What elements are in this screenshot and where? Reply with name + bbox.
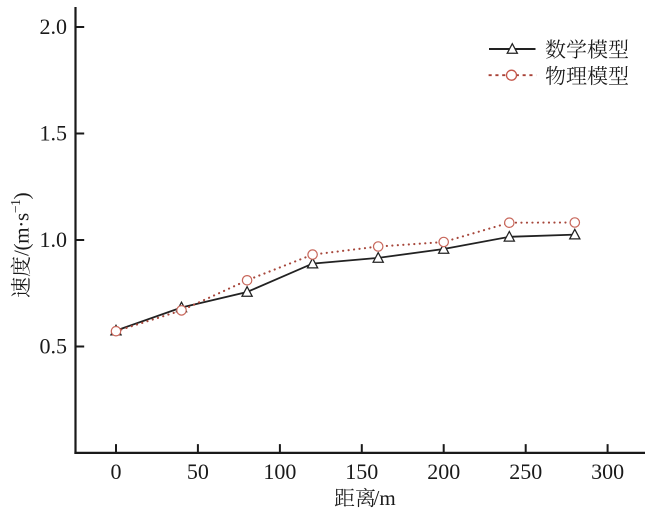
svg-text:0.5: 0.5 — [40, 334, 68, 359]
svg-text:1.5: 1.5 — [40, 121, 68, 146]
svg-text:100: 100 — [263, 459, 296, 484]
svg-text:2.0: 2.0 — [40, 14, 68, 39]
svg-text:50: 50 — [187, 459, 209, 484]
svg-text:150: 150 — [345, 459, 378, 484]
svg-text:200: 200 — [427, 459, 460, 484]
svg-text:/(m·s−1): /(m·s−1) — [8, 192, 34, 256]
svg-text:250: 250 — [509, 459, 542, 484]
svg-text:1.0: 1.0 — [40, 227, 68, 252]
svg-text:0: 0 — [111, 459, 122, 484]
svg-text:300: 300 — [591, 459, 624, 484]
svg-text:/m: /m — [374, 486, 396, 510]
